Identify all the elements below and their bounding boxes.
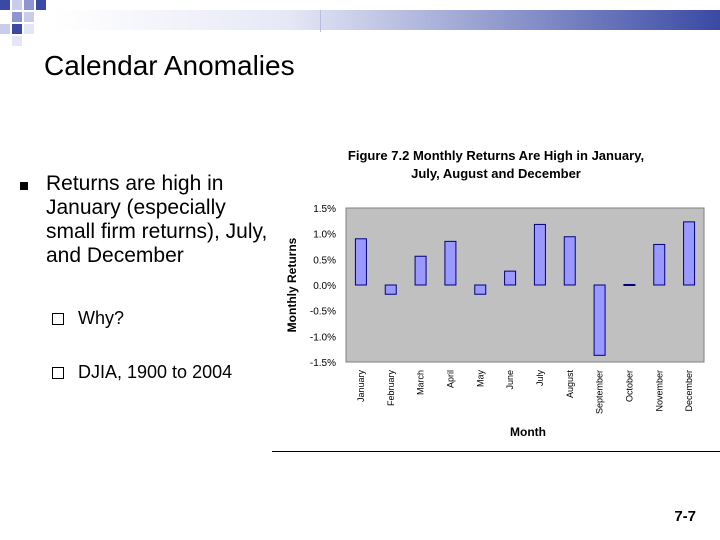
slide-title: Calendar Anomalies — [44, 50, 295, 81]
square-bullet-icon — [20, 182, 28, 190]
x-tick-label: September — [595, 370, 605, 414]
plot-area — [345, 207, 705, 363]
x-tick-label: December — [684, 370, 694, 412]
slide-number: 7-7 — [674, 508, 696, 525]
x-tick-label: June — [505, 370, 515, 390]
chart-title-line-1: Figure 7.2 Monthly Returns Are High in J… — [348, 148, 644, 163]
y-tick-label: -1.0% — [310, 332, 336, 343]
bar — [384, 284, 397, 295]
bar — [504, 270, 517, 286]
corner-decoration — [0, 0, 60, 51]
bar — [533, 223, 546, 286]
y-tick-label: -0.5% — [310, 307, 336, 318]
x-axis-label: Month — [510, 425, 546, 439]
chart-title-line-2: July, August and December — [411, 166, 581, 181]
x-tick-label: August — [565, 370, 575, 399]
bar — [474, 284, 487, 295]
y-tick-label: 0.0% — [313, 281, 336, 292]
bar — [623, 283, 636, 286]
sub-bullet-why: Why? — [46, 308, 124, 329]
bar — [593, 284, 606, 356]
bar — [354, 238, 367, 286]
x-tick-label: March — [416, 370, 426, 395]
monthly-returns-chart: Figure 7.2 Monthly Returns Are High in J… — [272, 140, 712, 452]
checkbox-bullet-icon — [52, 313, 64, 326]
x-tick-label: February — [386, 370, 396, 407]
x-tick-label: October — [624, 370, 634, 402]
x-tick-label: April — [445, 370, 455, 388]
sub-bullet-djia: DJIA, 1900 to 2004 — [46, 362, 232, 383]
x-tick-label: January — [356, 370, 366, 403]
x-tick-label: July — [535, 370, 545, 387]
header-divider — [320, 10, 321, 32]
bar — [683, 221, 696, 286]
bar — [653, 243, 666, 286]
main-bullet-text: Returns are high in January (especially … — [46, 172, 268, 267]
bar — [444, 240, 457, 286]
sub-bullet-label: DJIA, 1900 to 2004 — [78, 362, 233, 382]
sub-bullet-label: Why? — [78, 308, 125, 328]
header-gradient-bar — [54, 10, 720, 30]
y-tick-label: 1.0% — [313, 230, 336, 241]
checkbox-bullet-icon — [52, 367, 64, 380]
bar — [563, 236, 576, 286]
chart-baseline-rule — [272, 451, 720, 452]
chart-svg: Figure 7.2 Monthly Returns Are High in J… — [285, 148, 705, 439]
y-tick-label: 0.5% — [313, 255, 336, 266]
y-axis-label: Monthly Returns — [285, 237, 299, 332]
x-tick-label: November — [654, 370, 664, 412]
y-tick-label: -1.5% — [310, 358, 336, 369]
y-tick-label: 1.5% — [313, 204, 336, 215]
x-tick-label: May — [475, 370, 485, 388]
bar — [414, 255, 427, 286]
